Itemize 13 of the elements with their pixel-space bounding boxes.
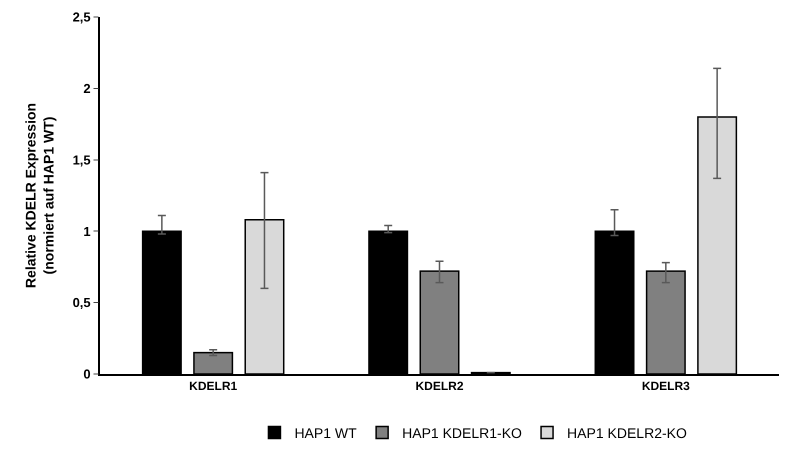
y-tick-label: 0: [83, 366, 91, 382]
legend-label: HAP1 WT: [294, 424, 358, 441]
y-tick-label: 2,5: [72, 10, 91, 25]
legend-label: HAP1 KDELR1-KO: [402, 424, 522, 441]
x-tick-label: KDELR3: [642, 379, 690, 394]
y-tick-label: 1,5: [72, 152, 91, 168]
legend-label: HAP1 KDELR2-KO: [567, 424, 687, 441]
y-tick-label: 2: [83, 80, 91, 96]
x-tick-label: KDELR2: [415, 379, 464, 394]
y-axis-title: Relative KDELR Expression (normiert auf HAP1 WT): [22, 102, 57, 288]
x-tick-label: KDELR1: [189, 379, 238, 394]
y-tick-label: 0,5: [72, 295, 91, 310]
y-tick-label: 1: [83, 224, 91, 239]
